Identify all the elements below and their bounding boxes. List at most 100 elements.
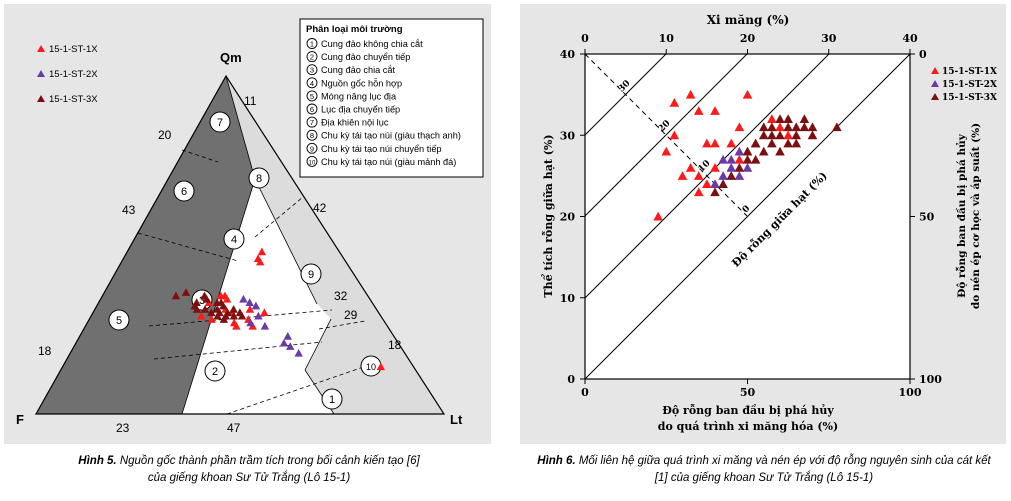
ternary-point [235,308,245,317]
top-axis-ticks: 0 10 20 30 40 [581,32,918,54]
classification-number-circle [306,77,318,89]
region-number: 1 [329,394,335,406]
left-tick-label: 10 [560,292,576,305]
classification-number-circle [306,116,318,128]
scatter-point [758,122,769,132]
scatter-point [742,89,753,99]
classification-label: Nguồn gốc hỗn hợp [321,78,402,88]
scatter-point [734,171,745,180]
zone-craton-interior [36,76,255,414]
scatter-point [710,162,720,172]
ternary-point [251,301,261,310]
top-axis-title: Xi măng (%) [707,13,790,27]
ternary-point [239,294,248,303]
scatter-point [693,171,704,180]
scatter-point [791,122,802,132]
ternary-point [192,305,202,313]
scatter-point [693,187,704,197]
right-tick-label: 0 [919,48,927,61]
scatter-point [653,211,663,221]
classification-number: 4 [310,79,314,88]
legend-marker-2x [37,70,45,77]
ternary-point [200,305,210,313]
classification-number-circle [306,129,318,141]
region-number: 5 [116,315,122,327]
ternary-point [202,294,211,303]
classification-number: 1 [310,40,314,49]
ternary-point [229,305,238,313]
region-number: 4 [231,234,237,246]
right-axis-title-line2: do nén ép cơ học và áp suất (%) [969,123,982,309]
scatter-point [710,179,720,188]
bottom-axis-title-line1: Độ rỗng ban đầu bị phá hủy [662,403,834,417]
scatter-point [791,130,802,140]
ternary-outline [34,74,446,415]
scatter-point [750,154,761,164]
right-tick-label: 100 [919,373,942,386]
scatter-point [677,171,688,180]
bottom-tick-label: 50 [740,386,756,399]
top-tick-label: 40 [902,32,918,45]
legend-label-2x: 15-1-ST-2X [942,80,997,90]
classification-label: Móng nâng lục địa [321,91,397,101]
region-number: 8 [256,173,262,185]
region-number: 3 [199,295,205,307]
legend-marker-2x [931,80,939,87]
classification-items: 1 Cung đảo không chia cắt 2 Cung đảo chuyển… [306,38,461,167]
ternary-point [197,311,206,320]
classification-label: Cung đảo chuyển tiếp [321,52,410,62]
ternary-point [245,305,255,313]
vertex-f-label: F [16,412,24,427]
top-tick-label: 30 [821,32,837,45]
scatter-points [653,89,842,221]
region-circle [209,111,231,133]
region-number: 9 [308,269,314,281]
top-tick-label: 10 [659,32,675,45]
scatter-point [767,138,777,148]
legend-label-3x: 15-1-ST-3X [49,94,98,105]
scatter-point [775,122,785,132]
ternary-point [207,315,216,323]
figure5-caption: Hình 5. Nguồn gốc thành phần trầm tích t… [10,453,488,487]
left-tick-label: 20 [560,211,576,224]
left-axis-ticks: 0 10 20 30 40 [560,48,585,386]
scatter-point [783,138,793,148]
ternary-point [216,298,226,306]
region-number: 6 [181,186,187,198]
compaction-panel: 0 10 20 30 0 10 20 30 40 0 10 20 30 40 0 50 100 0 50 10… [520,4,1006,444]
scatter-point [710,187,720,197]
left-axis-title: Thể tích rỗng giữa hạt (%) [541,134,555,297]
legend-label-3x: 15-1-ST-3X [942,93,997,103]
ternary-point [257,247,267,256]
scatter-point [710,138,720,148]
classification-label: Chu kỳ tái tạo núi (giàu thạch anh) [321,131,461,141]
scatter-point [685,89,696,99]
ternary-panel: 1 2 3 4 5 6 7 8 9 10 11 20 43 18 42 32 29 18 23 47 Qm F Lt… [4,4,491,444]
classification-label: Địa khiên nội lục [321,118,389,128]
ternary-point [286,342,295,350]
ternary-legend: 15-1-ST-1X 15-1-ST-2X 15-1-ST-3X [37,44,98,105]
scatter-point [783,130,793,140]
classification-number-circle [306,142,318,154]
ternary-point [279,338,289,347]
ternary-point [222,294,232,303]
figure6-caption: Hình 6. Mối liên hệ giữa quá trình xi mă… [520,453,1008,487]
bottom-tick-label: 100 [899,386,922,399]
region-circle [248,167,270,189]
boundary-tick-label: 11 [244,94,257,108]
boundary-tick-label: 32 [334,289,348,303]
scatter-point [718,154,728,164]
top-tick-label: 0 [581,32,589,45]
ternary-point [376,362,386,371]
right-axis-title-line1: Độ rỗng ban đầu bị phá hủy [954,133,968,298]
ternary-point [254,311,263,320]
ternary-point [219,315,229,323]
region-circle [108,309,130,331]
boundary-tick-label: 20 [158,128,172,142]
scatter-point [726,154,737,164]
classification-number: 10 [309,160,316,166]
scatter-point [783,122,793,132]
classification-label: Chu kỳ tái tạo núi chuyển tiếp [321,144,442,154]
